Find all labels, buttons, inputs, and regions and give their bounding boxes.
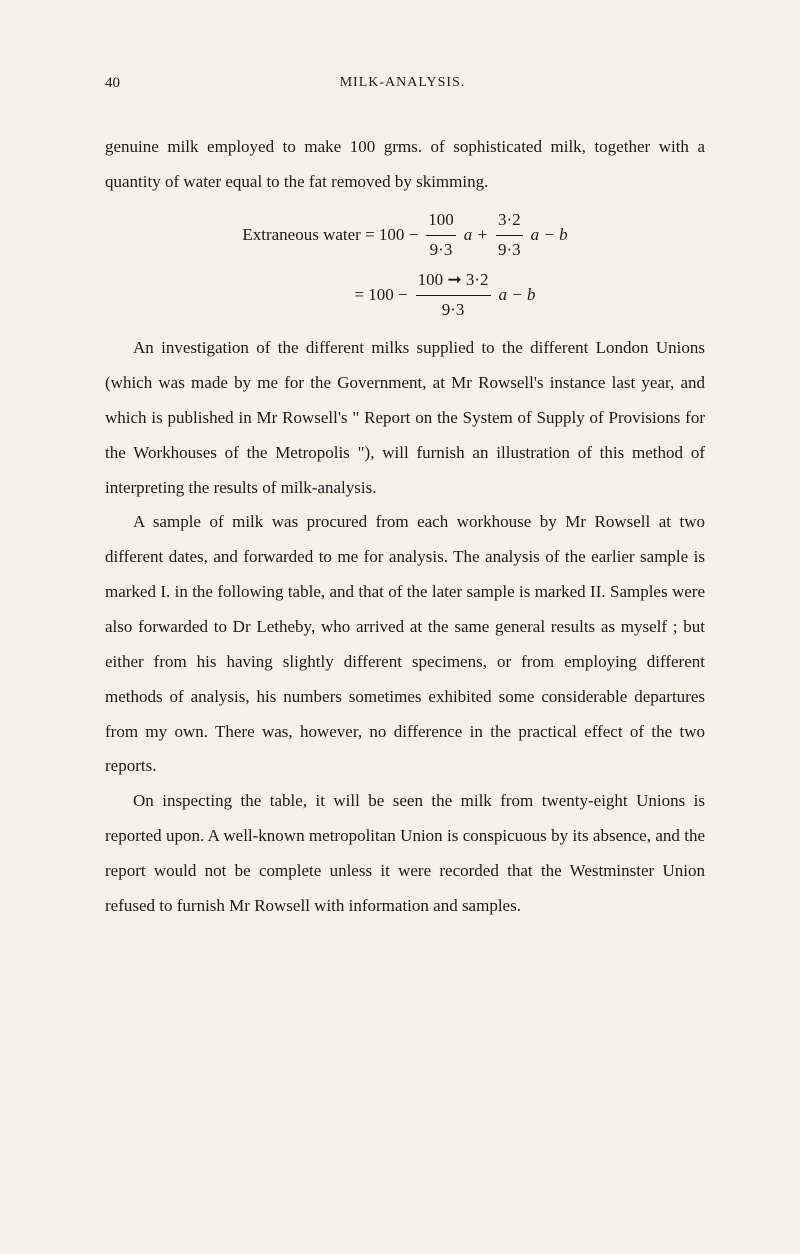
formula-row-1: Extraneous water = 100 − 100 9·3 a + 3·2… bbox=[105, 206, 705, 265]
formula-lead-2: = 100 − bbox=[354, 281, 407, 310]
running-title: MILK-ANALYSIS. bbox=[340, 75, 466, 92]
formula-label: Extraneous water = 100 − bbox=[242, 221, 418, 250]
frac-bot: 9·3 bbox=[416, 296, 491, 325]
paragraph-1: genuine milk employed to make 100 grms. … bbox=[105, 130, 705, 200]
page-number: 40 bbox=[105, 75, 120, 92]
page-header: 40 MILK-ANALYSIS. bbox=[105, 75, 705, 92]
frac-top: 100 bbox=[426, 206, 456, 236]
paragraph-2: An investigation of the different milks … bbox=[105, 331, 705, 505]
formula-tail: a − b bbox=[531, 221, 568, 250]
formula-tail-2: a − b bbox=[499, 281, 536, 310]
frac-top: 3·2 bbox=[496, 206, 523, 236]
formula-block: Extraneous water = 100 − 100 9·3 a + 3·2… bbox=[105, 206, 705, 326]
frac-bot: 9·3 bbox=[496, 236, 523, 265]
formula-row-2: = 100 − 100 ➞ 3·2 9·3 a − b bbox=[185, 266, 705, 325]
fraction-3: 100 ➞ 3·2 9·3 bbox=[416, 266, 491, 325]
paragraph-4: On inspecting the table, it will be seen… bbox=[105, 784, 705, 923]
frac-bot: 9·3 bbox=[426, 236, 456, 265]
paragraph-3: A sample of milk was procured from each … bbox=[105, 505, 705, 784]
fraction-1: 100 9·3 bbox=[426, 206, 456, 265]
frac-top: 100 ➞ 3·2 bbox=[416, 266, 491, 296]
body-text: genuine milk employed to make 100 grms. … bbox=[105, 130, 705, 924]
formula-mid: a + bbox=[464, 221, 488, 250]
fraction-2: 3·2 9·3 bbox=[496, 206, 523, 265]
